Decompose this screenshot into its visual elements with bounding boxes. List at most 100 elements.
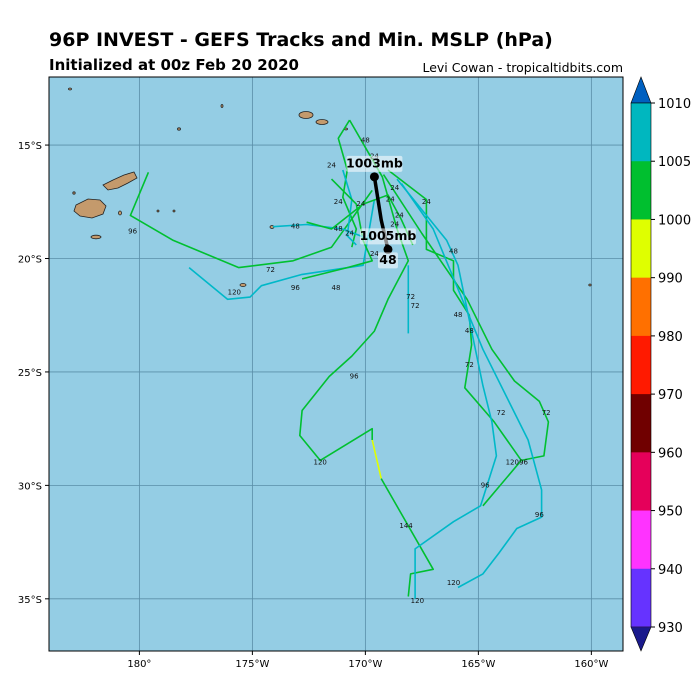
forecast-hour-label: 24 bbox=[422, 198, 431, 206]
forecast-hour-label: 48 bbox=[449, 248, 458, 256]
gridlines bbox=[49, 77, 623, 651]
colorbar-tick-label: 990 bbox=[658, 272, 683, 287]
colorbar-segment bbox=[631, 335, 651, 395]
lat-tick-label: 25°S bbox=[18, 368, 42, 379]
fiji-viti-levu bbox=[73, 198, 107, 219]
forecast-hour-label: 120 bbox=[447, 579, 460, 587]
forecast-hour-label: 120 bbox=[228, 289, 241, 297]
mean-end-pressure-label: 1005mb bbox=[360, 228, 417, 243]
credit: Levi Cowan - tropicaltidbits.com bbox=[422, 60, 623, 75]
lat-tick-label: 20°S bbox=[18, 255, 42, 266]
forecast-hour-label: 24 bbox=[395, 211, 404, 219]
forecast-hour-label: 48 bbox=[454, 311, 463, 319]
lat-tick-label: 30°S bbox=[18, 481, 42, 492]
ensemble-member-track bbox=[400, 183, 543, 589]
colorbar-segment bbox=[631, 510, 651, 570]
ensemble-member-track bbox=[380, 478, 435, 597]
ensemble-mean-track: 1003mb 1005mb 48 bbox=[346, 155, 417, 269]
lon-tick-label: 165°W bbox=[461, 659, 495, 670]
lat-tick-label: 35°S bbox=[18, 595, 42, 606]
mean-end-hour-label: 48 bbox=[379, 252, 396, 267]
forecast-hour-label: 24 bbox=[390, 184, 399, 192]
forecast-hour-label: 120 bbox=[411, 597, 424, 605]
forecast-hour-label: 96 bbox=[128, 227, 137, 235]
forecast-hour-label: 96 bbox=[481, 481, 490, 489]
init-time: Initialized at 00z Feb 20 2020 bbox=[49, 56, 299, 74]
lon-tick-label: 180° bbox=[127, 659, 151, 670]
forecast-hour-label: 24 bbox=[334, 198, 343, 206]
colorbar-tick-label: 1010 bbox=[658, 97, 691, 112]
island bbox=[118, 210, 122, 216]
forecast-hour-label: 96 bbox=[350, 372, 359, 380]
island bbox=[72, 191, 76, 195]
ensemble-member-track bbox=[387, 169, 522, 461]
island bbox=[588, 283, 592, 287]
colorbar-over-arrow bbox=[630, 76, 652, 104]
samoa-upolu bbox=[315, 119, 329, 125]
tongatapu bbox=[239, 283, 247, 287]
forecast-hour-label: 120 bbox=[506, 459, 519, 467]
forecast-hour-label: 48 bbox=[361, 137, 370, 145]
mean-end-pressure-label-bg bbox=[359, 228, 416, 245]
forecast-hour-label: 48 bbox=[291, 223, 300, 231]
forecast-hour-label: 24 bbox=[345, 230, 354, 238]
colorbar-frame bbox=[630, 102, 652, 628]
lat-tick-label: 15°S bbox=[18, 141, 42, 152]
mean-end-hour-label-bg bbox=[377, 252, 398, 269]
ocean bbox=[49, 77, 623, 651]
lon-tick-label: 170°W bbox=[348, 659, 382, 670]
fiji-vanua-levu bbox=[102, 171, 138, 191]
island bbox=[172, 209, 176, 213]
lon-tick-label: 175°W bbox=[235, 659, 269, 670]
forecast-hour-label: 24 bbox=[386, 196, 395, 204]
land bbox=[68, 87, 592, 287]
forecast-hour-label: 24 bbox=[390, 220, 399, 228]
ensemble-member-track bbox=[396, 178, 498, 599]
colorbar-segment bbox=[631, 161, 651, 220]
colorbar-tick-label: 1005 bbox=[658, 155, 691, 170]
ensemble-member-track bbox=[337, 119, 358, 248]
colorbar-tick-label: 950 bbox=[658, 505, 683, 520]
island bbox=[156, 209, 160, 213]
colorbar-segment bbox=[631, 103, 651, 162]
colorbar-tick-label: 940 bbox=[658, 563, 683, 578]
mean-start-marker bbox=[369, 172, 379, 182]
forecast-hour-label: 48 bbox=[332, 284, 341, 292]
samoa-savaii bbox=[298, 111, 314, 119]
forecast-hour-label: 96 bbox=[291, 284, 300, 292]
colorbar-segment bbox=[631, 277, 651, 337]
chart-title: 96P INVEST - GEFS Tracks and Min. MSLP (… bbox=[49, 29, 553, 51]
forecast-hour-label: 72 bbox=[266, 266, 275, 274]
forecast-hour-label: 72 bbox=[406, 293, 415, 301]
mean-end-marker bbox=[383, 244, 393, 254]
ensemble-member-track bbox=[342, 169, 357, 246]
ensemble-member-track bbox=[371, 439, 382, 479]
kadavu bbox=[90, 234, 102, 240]
lon-tick-label: 160°W bbox=[574, 659, 608, 670]
island bbox=[220, 104, 224, 108]
pressure-colorbar: 1010 1005 1000 990 980 970 960 950 940 930 bbox=[630, 76, 691, 652]
colorbar-tick-label: 930 bbox=[658, 621, 683, 636]
ensemble-tracks bbox=[129, 119, 550, 599]
ensemble-member-track bbox=[188, 199, 376, 301]
forecast-hour-label: 120 bbox=[313, 459, 326, 467]
forecast-hour-label: 48 bbox=[334, 225, 343, 233]
colorbar-segment bbox=[631, 219, 651, 279]
ensemble-member-track bbox=[129, 171, 373, 269]
forecast-hour-label: 96 bbox=[535, 511, 544, 519]
forecast-hour-label: 96 bbox=[519, 459, 528, 467]
colorbar-segment bbox=[631, 568, 651, 628]
forecast-hour-label: 144 bbox=[399, 522, 413, 530]
colorbar-segment bbox=[631, 394, 651, 453]
ensemble-member-track bbox=[301, 178, 374, 280]
forecast-hour-label: 72 bbox=[497, 409, 506, 417]
forecast-hour-label: 72 bbox=[542, 409, 551, 417]
colorbar-tick-label: 960 bbox=[658, 446, 683, 461]
island bbox=[177, 127, 181, 131]
forecast-hour-label: 72 bbox=[411, 302, 420, 310]
colorbar-tick-label: 980 bbox=[658, 330, 683, 345]
colorbar-segment bbox=[631, 452, 651, 512]
axis-ticks: 180° 175°W 170°W 165°W 160°W 15°S 20°S 25°S 30°S… bbox=[18, 141, 609, 670]
ensemble-member-track bbox=[306, 194, 414, 246]
